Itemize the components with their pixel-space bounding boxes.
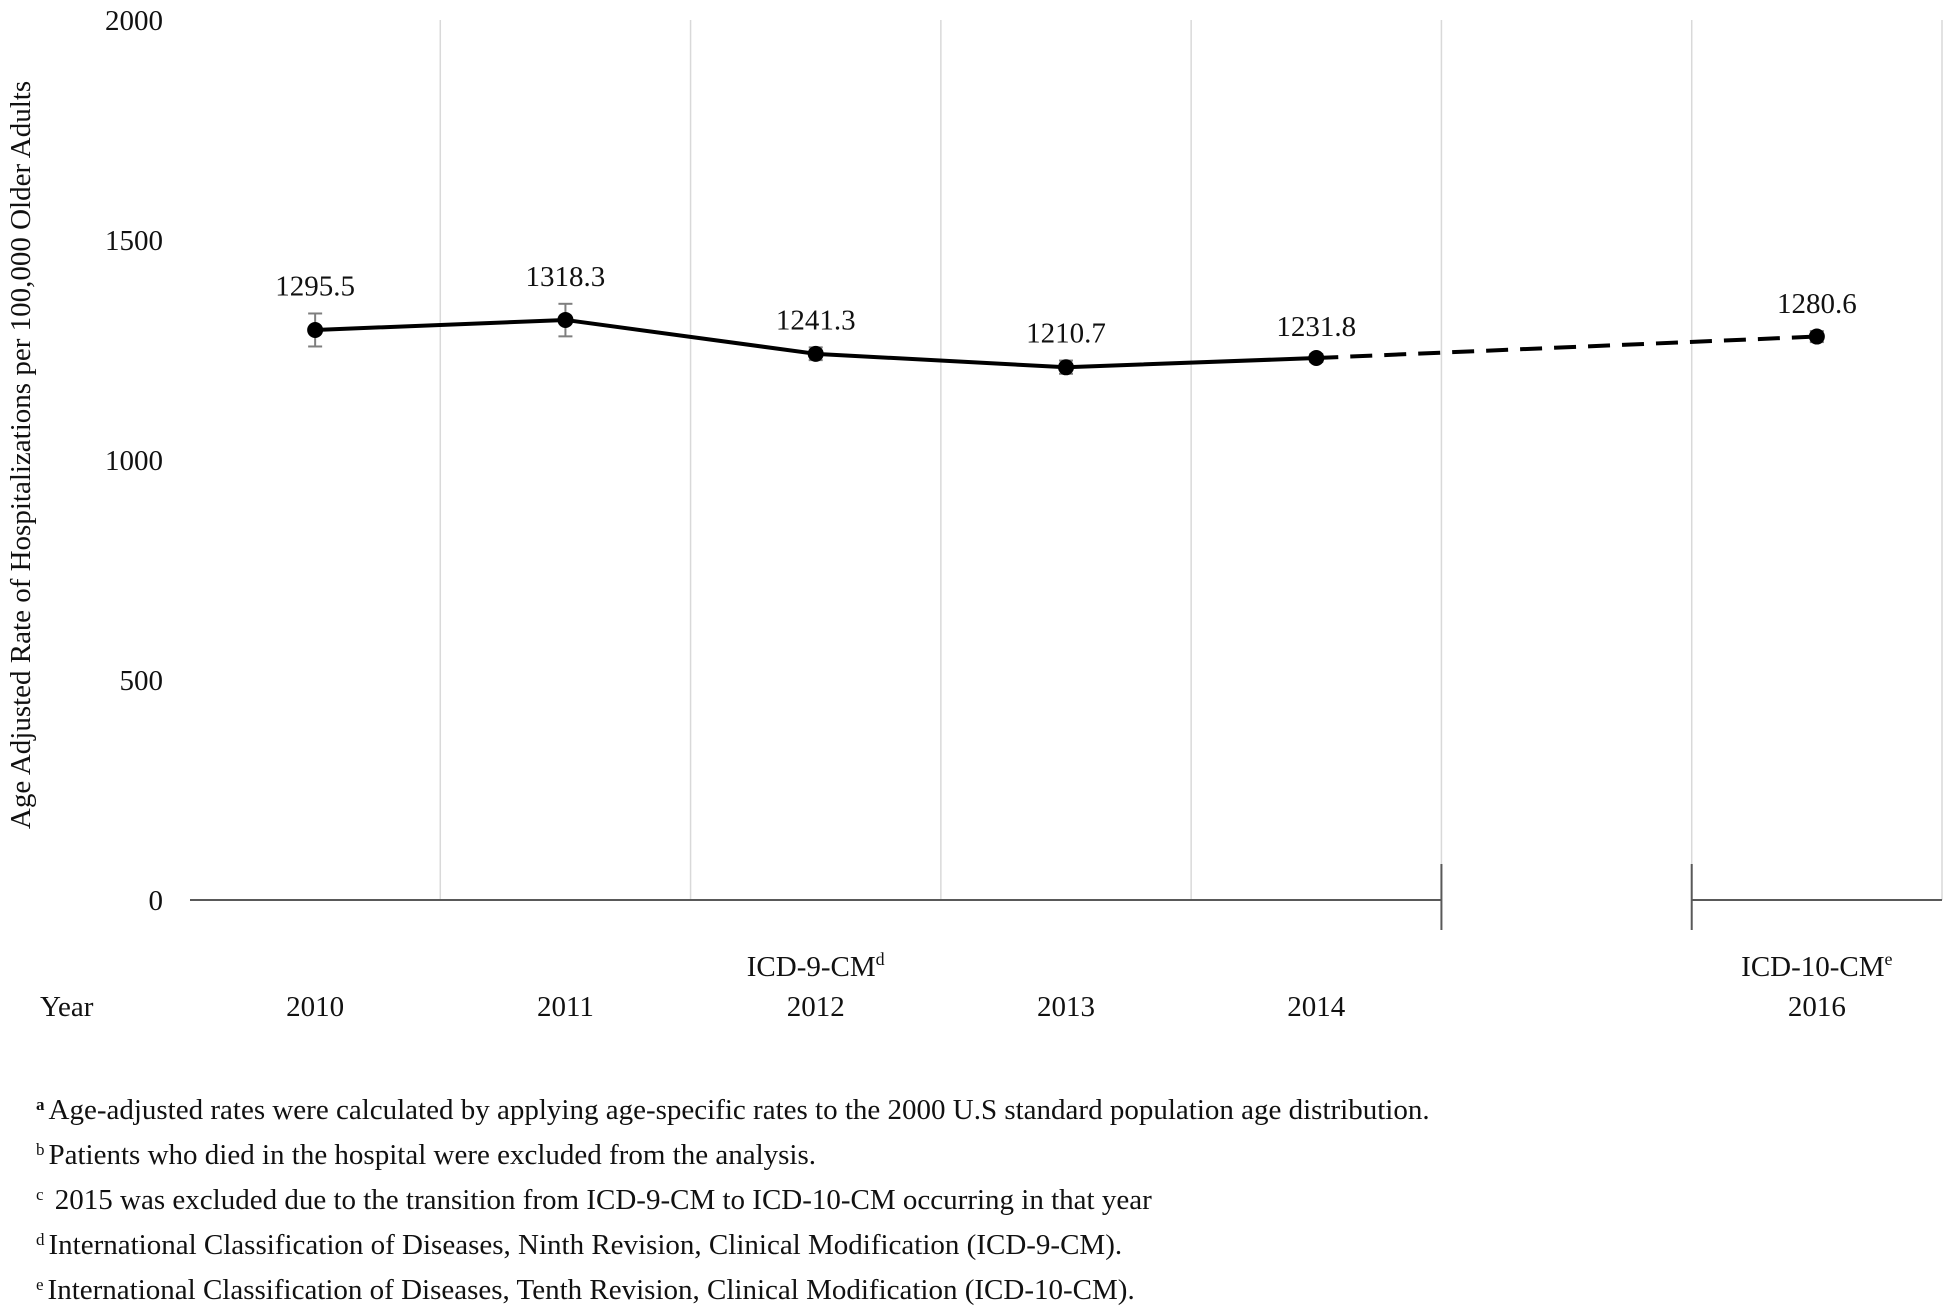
y-tick-label: 0 bbox=[149, 885, 164, 917]
footnote-mark: a bbox=[36, 1095, 45, 1114]
footnote-text: Patients who died in the hospital were e… bbox=[48, 1139, 817, 1171]
footnote-a: a Age-adjusted rates were calculated by a… bbox=[36, 1085, 1430, 1130]
y-tick-label: 1500 bbox=[105, 225, 163, 257]
data-point bbox=[807, 345, 824, 362]
footnote-mark: d bbox=[36, 1230, 45, 1249]
x-group-label: ICD-10-CMe bbox=[1741, 949, 1892, 983]
footnote-mark: e bbox=[36, 1275, 44, 1294]
footnote-e: e International Classification of Disease… bbox=[36, 1265, 1430, 1310]
x-tick-labels: 2010 2011 2012 2013 2014 2016 bbox=[286, 991, 1846, 1023]
x-tick-label: 2011 bbox=[537, 991, 594, 1023]
data-points bbox=[307, 311, 1825, 376]
footnote-d: d International Classification of Disease… bbox=[36, 1220, 1430, 1265]
footnote-c: c 2015 was excluded due to the transitio… bbox=[36, 1175, 1430, 1220]
footnote-text: International Classification of Diseases… bbox=[47, 1274, 1135, 1306]
footnote-text: 2015 was excluded due to the transition … bbox=[47, 1184, 1152, 1216]
footnote-mark: c bbox=[36, 1185, 44, 1204]
data-point bbox=[1808, 328, 1825, 345]
footnotes: a Age-adjusted rates were calculated by a… bbox=[36, 1085, 1430, 1310]
data-label: 1231.8 bbox=[1276, 311, 1356, 343]
x-group-label: ICD-9-CMd bbox=[747, 949, 885, 983]
data-point bbox=[1308, 350, 1325, 367]
data-label: 1241.3 bbox=[776, 304, 856, 336]
data-point bbox=[1058, 359, 1074, 376]
data-label: 1210.7 bbox=[1026, 318, 1106, 350]
data-label: 1318.3 bbox=[526, 261, 606, 293]
footnote-text: Age-adjusted rates were calculated by ap… bbox=[48, 1094, 1430, 1126]
data-label: 1280.6 bbox=[1777, 288, 1857, 320]
series-line-dashed bbox=[1316, 334, 1817, 361]
x-tick-label: 2013 bbox=[1037, 991, 1095, 1023]
y-tick-label: 500 bbox=[120, 665, 164, 697]
x-tick-label: 2010 bbox=[286, 991, 344, 1023]
axes bbox=[190, 864, 1942, 930]
footnote-text: International Classification of Diseases… bbox=[48, 1229, 1123, 1261]
data-labels: 1295.5 1318.3 1241.3 1210.7 1231.8 1280.6 bbox=[275, 261, 1856, 350]
y-axis-title: Age Adjusted Rate of Hospitalizations pe… bbox=[5, 81, 37, 829]
footnote-mark: b bbox=[36, 1140, 45, 1159]
y-tick-label: 2000 bbox=[105, 5, 163, 37]
data-point bbox=[307, 321, 324, 338]
x-group-labels: ICD-9-CMd ICD-10-CMe bbox=[747, 949, 1893, 983]
y-tick-labels: 0 500 1000 1500 2000 bbox=[105, 5, 163, 917]
x-tick-label: 2016 bbox=[1788, 991, 1846, 1023]
data-label: 1295.5 bbox=[275, 270, 355, 302]
data-point bbox=[557, 311, 574, 328]
gridlines bbox=[439, 20, 1943, 900]
x-tick-label: 2014 bbox=[1287, 991, 1346, 1023]
y-tick-label: 1000 bbox=[105, 445, 163, 477]
footnote-b: b Patients who died in the hospital were … bbox=[36, 1130, 1430, 1175]
x-axis-title: Year bbox=[40, 991, 94, 1023]
x-tick-label: 2012 bbox=[787, 991, 845, 1023]
